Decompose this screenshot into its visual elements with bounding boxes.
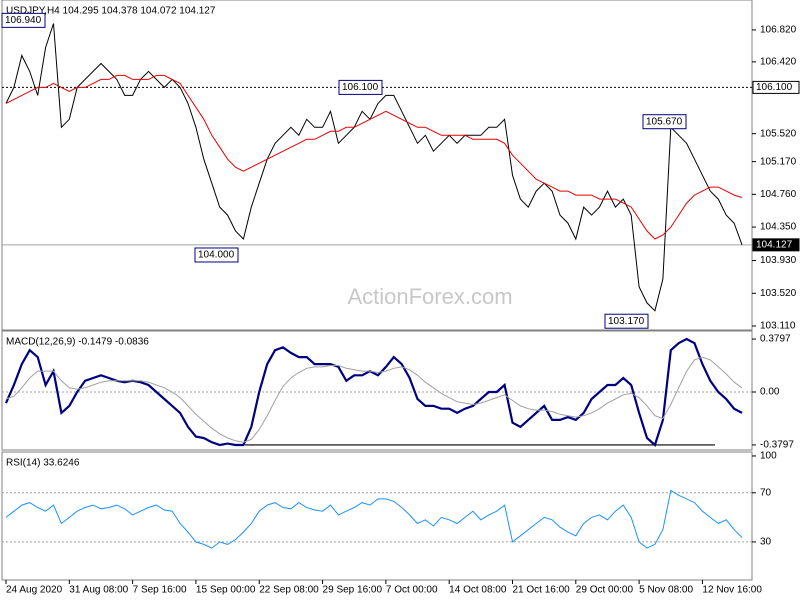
y-tick-label: 100	[760, 451, 777, 462]
y-tick-label: 103.520	[760, 288, 797, 299]
x-tick-label: 14 Oct 08:00	[449, 585, 507, 596]
y-tick-label: 0.3797	[760, 334, 791, 345]
y-tick-label: 105.170	[760, 156, 797, 167]
series-line	[5, 74, 743, 240]
series-line	[5, 356, 743, 443]
annotation-label: 106.940	[5, 15, 42, 26]
x-tick-label: 5 Nov 08:00	[639, 585, 693, 596]
price-tag	[752, 238, 800, 252]
y-tick-label: 30	[760, 537, 772, 548]
annotation-box	[642, 114, 687, 130]
x-tick-label: 22 Sep 08:00	[259, 585, 319, 596]
x-tick-label: 21 Oct 16:00	[512, 585, 570, 596]
annotation-box	[194, 247, 239, 263]
x-tick-label: 7 Oct 00:00	[386, 585, 438, 596]
x-tick-label: 24 Aug 2020	[6, 585, 63, 596]
x-tick-label: 15 Sep 00:00	[196, 585, 256, 596]
y-tick-label: 104.760	[760, 189, 797, 200]
series-line	[5, 489, 743, 549]
y-tick-label: 103.110	[760, 321, 796, 332]
annotation-label: 106.100	[342, 82, 379, 93]
price-tag	[752, 80, 800, 94]
price-tag-label: 104.127	[756, 239, 793, 250]
x-tick-label: 12 Nov 16:00	[702, 585, 762, 596]
x-tick-label: 29 Sep 16:00	[323, 585, 383, 596]
price-tag-label: 106.100	[756, 82, 793, 93]
annotation-box	[338, 79, 383, 95]
panel-title: RSI(14) 33.6246	[6, 458, 80, 469]
panel-frame	[1, 330, 753, 451]
y-tick-label: 104.350	[760, 222, 797, 233]
x-tick-label: 7 Sep 16:00	[133, 585, 187, 596]
x-tick-label: 31 Aug 08:00	[69, 585, 128, 596]
annotation-box	[1, 12, 46, 28]
y-tick-label: 0.00	[760, 387, 780, 398]
y-tick-label: 106.820	[760, 25, 797, 36]
y-tick-label: 103.930	[760, 255, 797, 266]
annotation-box	[604, 313, 649, 329]
y-tick-label: -0.3797	[760, 440, 794, 451]
series-line	[5, 23, 743, 312]
annotation-label: 105.670	[646, 116, 683, 127]
panel-frame	[1, 451, 753, 581]
panel-title: USDJPY,H4 104.295 104.378 104.072 104.12…	[6, 6, 216, 17]
series-line	[4, 337, 743, 447]
annotation-label: 104.000	[198, 250, 235, 261]
watermark: ActionForex.com	[347, 284, 512, 309]
y-tick-label: 106.420	[760, 56, 797, 67]
annotation-label: 103.170	[608, 316, 645, 327]
panel-title: MACD(12,26,9) -0.1479 -0.0836	[6, 337, 149, 348]
y-tick-label: 70	[760, 487, 772, 498]
panel-frame	[1, 0, 753, 331]
y-tick-label: 105.520	[760, 128, 797, 139]
x-tick-label: 29 Oct 00:00	[576, 585, 634, 596]
